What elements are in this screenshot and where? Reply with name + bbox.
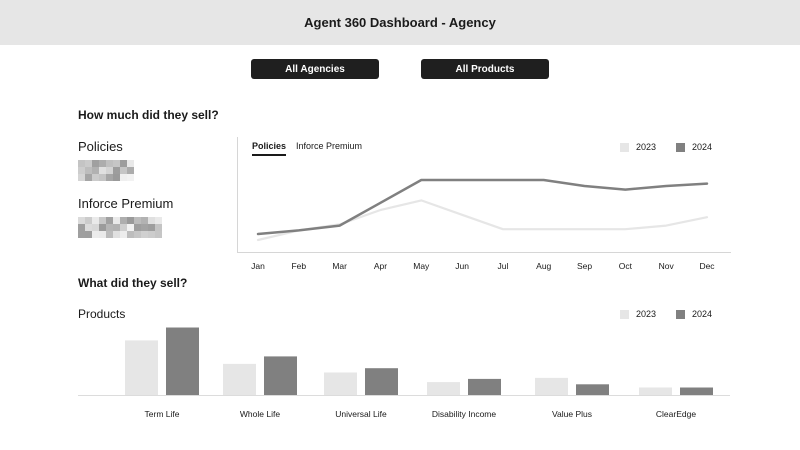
- legend-swatch-2023: [620, 142, 629, 152]
- app-header: Agent 360 Dashboard - Agency: [0, 0, 800, 45]
- category-label-clearedge: ClearEdge: [656, 409, 696, 419]
- line-series-2024: [256, 178, 709, 236]
- line-series-2023: [256, 199, 709, 242]
- legend-label-2023: 2023: [636, 309, 657, 319]
- policies-value-redacted: [78, 160, 134, 181]
- premium-metric-label: Inforce Premium: [78, 196, 174, 211]
- legend-label-2024: 2024: [692, 309, 713, 319]
- x-tick-label-sep: Sep: [577, 261, 592, 271]
- x-tick-label-feb: Feb: [291, 261, 306, 271]
- tab-policies[interactable]: Policies: [252, 141, 287, 156]
- page-title: Agent 360 Dashboard - Agency: [304, 15, 496, 30]
- x-tick-label-nov: Nov: [659, 261, 675, 271]
- bar-universal-life-2023: [324, 372, 357, 395]
- category-label-term-life: Term Life: [145, 409, 180, 419]
- line-legend-2024: 2024: [676, 142, 712, 152]
- legend-label-2024: 2024: [692, 142, 713, 152]
- bar-whole-life-2023: [223, 363, 256, 395]
- premium-value-redacted: [78, 217, 162, 238]
- x-tick-label-apr: Apr: [374, 261, 387, 271]
- products-label: Products: [78, 307, 126, 321]
- bar-value-plus-2023: [535, 377, 568, 395]
- bar-term-life-2024: [166, 327, 199, 395]
- bar-term-life-2023: [125, 340, 158, 395]
- legend-swatch-2024: [676, 309, 685, 319]
- policies-metric-label: Policies: [78, 139, 123, 154]
- all-products-button[interactable]: All Products: [421, 59, 549, 79]
- bar-disability-income-2023: [427, 382, 460, 395]
- x-tick-label-dec: Dec: [699, 261, 715, 271]
- x-tick-label-oct: Oct: [619, 261, 633, 271]
- x-tick-label-mar: Mar: [332, 261, 347, 271]
- how-much-section-title: How much did they sell?: [78, 108, 219, 122]
- x-tick-label-jun: Jun: [455, 261, 469, 271]
- bar-universal-life-2024: [365, 368, 398, 395]
- category-label-value-plus: Value Plus: [552, 409, 592, 419]
- bar-disability-income-2024: [468, 378, 501, 395]
- all-agencies-button[interactable]: All Agencies: [251, 59, 379, 79]
- tab-inforce-premium[interactable]: Inforce Premium: [296, 141, 363, 151]
- bar-clearedge-2024: [680, 387, 713, 395]
- bar-value-plus-2024: [576, 384, 609, 395]
- line-legend-2023: 2023: [620, 142, 656, 152]
- x-tick-label-jan: Jan: [251, 261, 265, 271]
- legend-label-2023: 2023: [636, 142, 657, 152]
- category-label-disability-income: Disability Income: [432, 409, 497, 419]
- x-tick-label-jul: Jul: [497, 261, 508, 271]
- x-tick-label-may: May: [413, 261, 430, 271]
- category-label-whole-life: Whole Life: [240, 409, 280, 419]
- legend-swatch-2024: [676, 142, 685, 152]
- legend-swatch-2023: [620, 309, 629, 319]
- bar-legend-2024: 2024: [676, 309, 712, 319]
- line-chart-frame: [237, 137, 731, 253]
- category-label-universal-life: Universal Life: [335, 409, 387, 419]
- x-tick-label-aug: Aug: [536, 261, 551, 271]
- what-did-they-sell-title: What did they sell?: [78, 276, 188, 290]
- bar-clearedge-2023: [639, 387, 672, 395]
- bar-whole-life-2024: [264, 356, 297, 395]
- bar-legend-2023: 2023: [620, 309, 656, 319]
